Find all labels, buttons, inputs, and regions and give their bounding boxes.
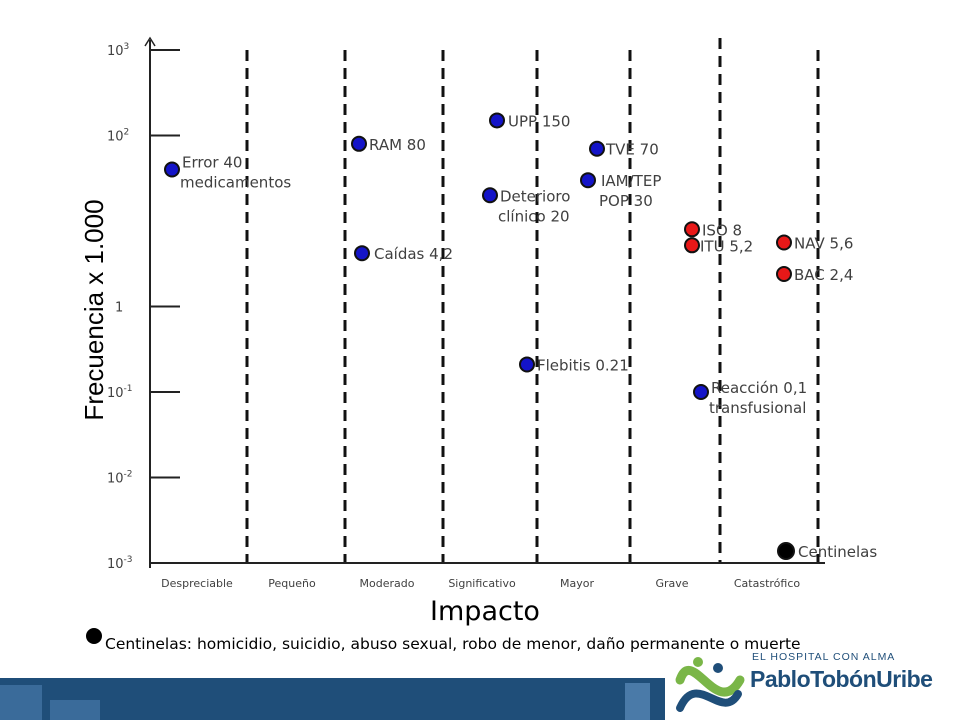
data-label: NAV 5,6 (794, 235, 853, 253)
x-tick-label: Mayor (560, 577, 594, 590)
data-label: POP 30 (599, 192, 653, 210)
data-label: clínico 20 (498, 207, 570, 225)
data-point (693, 384, 709, 400)
data-label: medicamentos (180, 174, 291, 192)
footer-square (0, 685, 42, 720)
data-label: BAC 2,4 (794, 266, 853, 284)
footnote-text: Centinelas: homicidio, suicidio, abuso s… (105, 635, 801, 653)
x-tick-label: Grave (655, 577, 688, 590)
logo-name: PabloTobónUribe (750, 666, 933, 692)
x-tick-label: Despreciable (161, 577, 233, 590)
points-layer (164, 112, 795, 561)
labels-layer: 103 102 1 10-1 10-2 10-3 Despreciable Pequeño Mo… (107, 42, 877, 590)
y-axis-arrow-icon (144, 36, 156, 47)
hospital-logo: EL HOSPITAL CON ALMA PabloTobónUribe (672, 648, 960, 720)
y-tick-label: 10-3 (107, 555, 133, 572)
y-tick-label: 102 (107, 128, 129, 145)
data-label: Flebitis 0.21 (537, 356, 629, 374)
x-axis-title: Impacto (430, 596, 540, 627)
x-tick-label: Significativo (448, 577, 516, 590)
data-point (684, 221, 700, 238)
data-label: Deterioro (500, 187, 570, 205)
y-tick-label: 10-2 (107, 470, 133, 487)
data-point (776, 234, 792, 251)
data-point (354, 245, 370, 262)
data-label: Centinelas (798, 543, 877, 561)
data-point (489, 112, 505, 129)
footer-band (0, 678, 665, 720)
data-point (589, 140, 605, 157)
logo-mark-icon (675, 657, 745, 712)
data-label: ITU 5,2 (700, 237, 753, 255)
data-point (164, 161, 180, 178)
x-tick-label: Pequeño (268, 577, 316, 590)
data-point (684, 237, 700, 254)
data-point (580, 172, 596, 189)
data-point (482, 187, 498, 204)
data-label: Caídas 4,2 (374, 245, 453, 263)
data-label: RAM 80 (369, 136, 426, 154)
data-point (777, 542, 795, 561)
axes-layer (144, 36, 825, 568)
grid-layer (245, 38, 820, 563)
data-label: Reacción 0,1 (711, 379, 807, 397)
y-tick-label: 10-1 (107, 384, 133, 401)
data-label: ISO 8 (702, 221, 742, 239)
data-label: UPP 150 (508, 112, 570, 130)
data-label: TVE 70 (605, 141, 659, 159)
data-point (776, 265, 792, 282)
footnote-bullet (86, 628, 102, 644)
footer-square (625, 683, 650, 720)
logo-tagline: EL HOSPITAL CON ALMA (752, 651, 896, 663)
footer-square (50, 700, 100, 720)
y-tick-label: 103 (107, 42, 129, 59)
data-label: IAM/TEP (601, 172, 661, 190)
y-tick-label: 1 (115, 301, 123, 316)
data-label: transfusional (709, 399, 806, 417)
x-tick-label: Catastrófico (734, 577, 801, 590)
data-label: Error 40 (182, 154, 242, 172)
y-axis-title: Frecuencia x 1.000 (79, 199, 109, 420)
data-point (351, 135, 367, 152)
x-tick-label: Moderado (360, 577, 415, 590)
data-point (519, 356, 535, 373)
